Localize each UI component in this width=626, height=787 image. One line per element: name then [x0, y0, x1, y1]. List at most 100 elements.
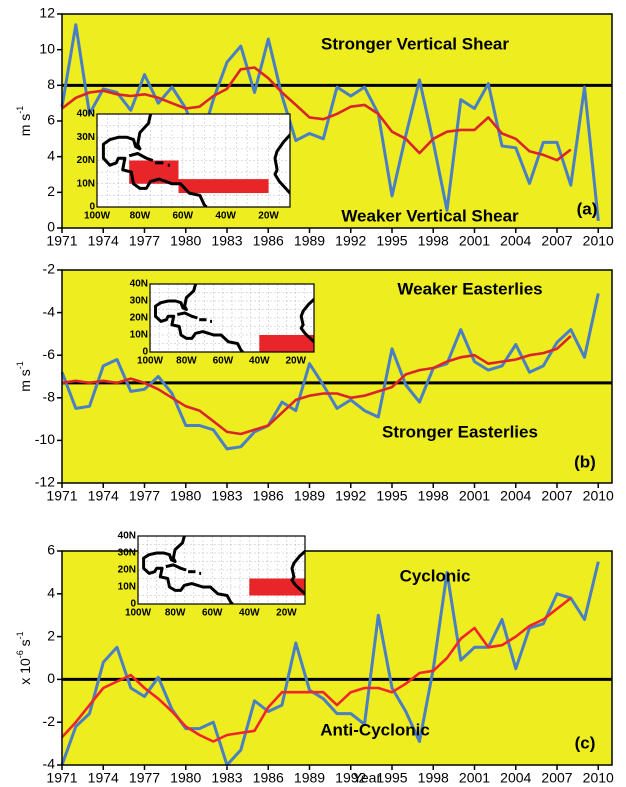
inset-lon-label: 60W [202, 608, 223, 619]
x-tick-label: 1983 [211, 233, 242, 249]
coastline [128, 152, 154, 162]
x-tick-label: 1998 [418, 770, 449, 786]
x-tick-label: 2004 [500, 770, 531, 786]
y-axis-label-part: x 10 [17, 658, 33, 685]
x-tick-label: 1992 [335, 233, 366, 249]
y-tick-label: -4 [43, 756, 56, 772]
x-tick-label: 1992 [335, 488, 366, 504]
x-tick-label: 2007 [541, 488, 572, 504]
y-axis-label-part: s [17, 639, 33, 650]
x-tick-label: 2004 [500, 233, 531, 249]
inset-lon-label: 60W [213, 356, 234, 367]
inset-lon-label: 80W [130, 211, 151, 222]
inset-region [259, 335, 314, 352]
inset-region [129, 160, 179, 184]
y-axis-label-part: m s [17, 369, 33, 392]
y-tick-label: 0 [47, 670, 55, 686]
inset-lat-label: 0 [142, 347, 148, 358]
panel-label: (a) [577, 199, 598, 218]
coastline [290, 549, 305, 596]
annotation: Stronger Vertical Shear [321, 34, 509, 53]
panel-label: (b) [574, 452, 596, 471]
x-tick-label: 2001 [459, 488, 490, 504]
x-tick-label: 2004 [500, 488, 531, 504]
x-tick-label: 1986 [253, 770, 284, 786]
y-tick-label: -2 [43, 713, 56, 729]
x-tick-label: 2010 [583, 233, 614, 249]
y-tick-label: 6 [47, 112, 55, 128]
coastline [101, 114, 208, 207]
x-tick-label: 1971 [46, 770, 77, 786]
y-tick-label: 2 [47, 627, 55, 643]
x-tick-label: 1995 [376, 770, 407, 786]
inset-lon-label: 20W [258, 211, 279, 222]
y-tick-label: 4 [47, 147, 55, 163]
x-tick-label: 1971 [46, 488, 77, 504]
y-tick-label: 2 [47, 183, 55, 199]
x-tick-label: 1977 [129, 488, 160, 504]
x-tick-label: 1980 [170, 233, 201, 249]
inset-lat-label: 40N [130, 279, 148, 290]
inset-lon-label: 100W [137, 356, 164, 367]
inset-region [249, 578, 305, 596]
x-tick-label: 1974 [88, 233, 119, 249]
inset-lon-label: 60W [172, 211, 193, 222]
y-tick-label: -10 [35, 431, 55, 447]
y-tick-label: 12 [39, 5, 55, 21]
inset-lat-label: 20N [77, 155, 95, 166]
x-tick-label: 1998 [418, 488, 449, 504]
x-tick-label: 2010 [583, 488, 614, 504]
coastline [299, 297, 314, 344]
x-tick-label: 2010 [583, 770, 614, 786]
inset-lon-label: 40W [249, 356, 270, 367]
y-axis-label: m s-1 [15, 106, 32, 137]
y-axis-label-part: -1 [15, 106, 25, 114]
y-tick-label: 8 [47, 76, 55, 92]
y-tick-label: 4 [47, 585, 55, 601]
x-tick-label: 1983 [211, 488, 242, 504]
x-tick-label: 1974 [88, 488, 119, 504]
inset-lon-label: 80W [176, 356, 197, 367]
y-tick-label: 6 [47, 542, 55, 558]
y-tick-label: -6 [43, 346, 56, 362]
x-tick-label: 1977 [129, 233, 160, 249]
y-tick-label: -12 [35, 474, 55, 490]
inset-lat-label: 0 [89, 202, 95, 213]
annotation: Weaker Vertical Shear [341, 206, 519, 225]
x-axis-label: Year [353, 770, 382, 786]
inset-lon-label: 40W [239, 608, 260, 619]
x-tick-label: 1995 [376, 488, 407, 504]
y-tick-label: 10 [39, 40, 55, 56]
x-tick-label: 2001 [459, 770, 490, 786]
inset-lon-label: 40W [215, 211, 236, 222]
inset-lat-label: 10N [118, 582, 136, 593]
x-tick-label: 2007 [541, 233, 572, 249]
y-axis-label-part: -6 [15, 650, 25, 658]
x-tick-label: 1998 [418, 233, 449, 249]
y-axis-label-part: -1 [15, 631, 25, 639]
x-tick-label: 2007 [541, 770, 572, 786]
inset-lat-label: 20N [130, 313, 148, 324]
x-tick-label: 2001 [459, 233, 490, 249]
series-line [61, 597, 572, 743]
y-axis-label: x 10-6 s-1 [15, 631, 32, 684]
inset-lon-label: 100W [84, 211, 111, 222]
inset-lon-label: 20W [276, 608, 297, 619]
x-tick-label: 1989 [294, 488, 325, 504]
series-line [60, 23, 600, 222]
inset-frame [96, 113, 291, 208]
inset-lon-label: 20W [285, 356, 306, 367]
inset-lat-label: 20N [118, 565, 136, 576]
y-tick-label: -4 [43, 303, 56, 319]
coastline [273, 132, 290, 196]
inset-lat-label: 40N [118, 531, 136, 542]
plot-frame [61, 550, 613, 766]
x-tick-label: 1995 [376, 233, 407, 249]
x-tick-label: 1989 [294, 770, 325, 786]
coastline [142, 536, 234, 604]
series-line [60, 293, 600, 451]
y-tick-label: -8 [43, 389, 56, 405]
inset-region [178, 179, 269, 194]
inset-lat-label: 40N [77, 109, 95, 120]
